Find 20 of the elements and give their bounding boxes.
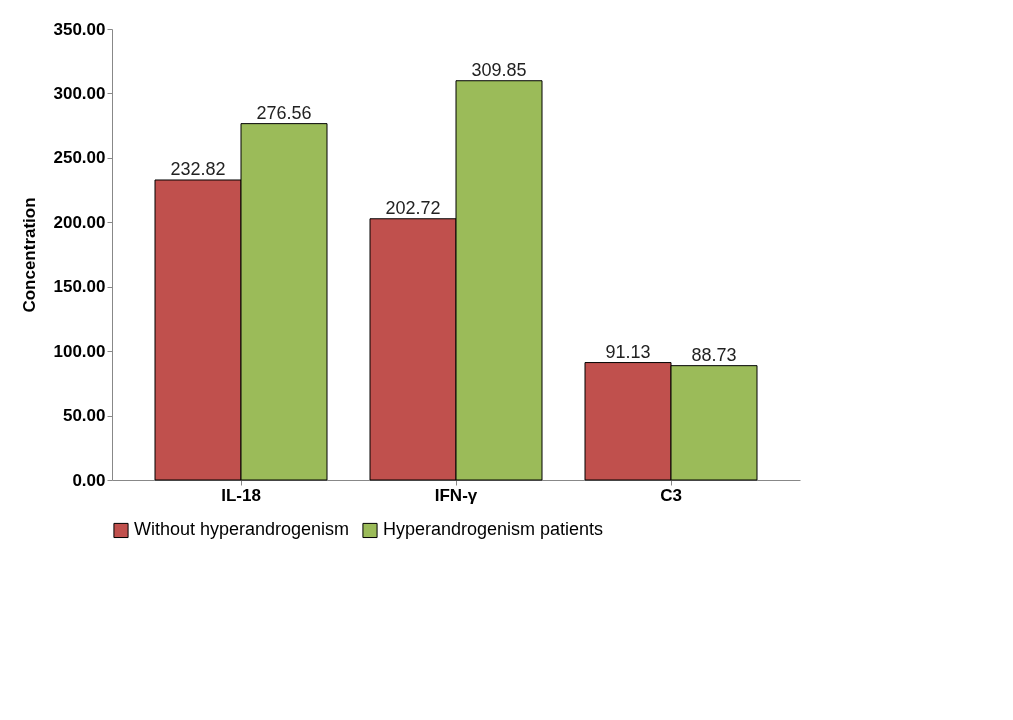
y-tick-label: 100.00 — [53, 341, 106, 361]
data-label: 202.72 — [385, 197, 441, 218]
data-label: 232.82 — [170, 158, 226, 179]
data-label: 88.73 — [691, 344, 737, 365]
x-tick-label: C3 — [660, 485, 682, 505]
y-axis-title: Concentration — [19, 197, 39, 313]
y-tick-label: 200.00 — [53, 212, 106, 232]
data-label: 276.56 — [256, 102, 312, 123]
legend-label: Without hyperandrogenism — [134, 519, 350, 540]
y-tick-label: 50.00 — [62, 406, 106, 426]
y-tick-label: 300.00 — [53, 83, 106, 103]
data-label: 91.13 — [605, 341, 651, 362]
legend-label: Hyperandrogenism patients — [383, 519, 604, 540]
y-tick-label: 150.00 — [53, 277, 106, 297]
x-tick-label: IFN-γ — [434, 485, 478, 505]
y-tick-label: 0.00 — [72, 470, 106, 490]
data-label: 309.85 — [471, 59, 527, 80]
y-tick-label: 250.00 — [53, 148, 106, 168]
y-tick-label: 350.00 — [53, 19, 106, 39]
x-tick-label: IL-18 — [221, 485, 261, 505]
